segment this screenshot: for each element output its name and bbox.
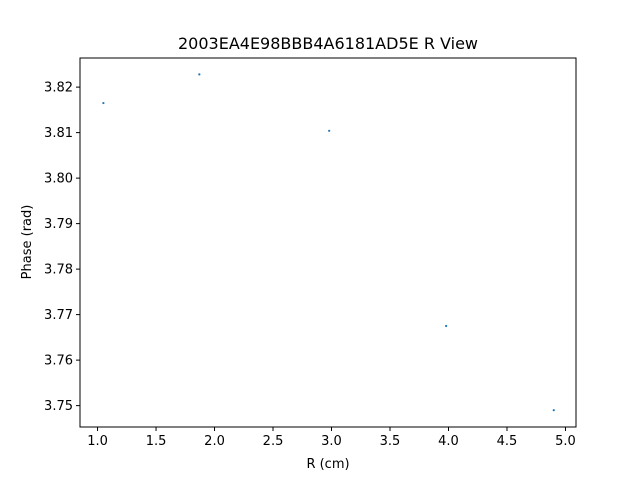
data-points (102, 73, 555, 412)
y-tick-label: 3.75 (44, 399, 73, 414)
data-point (328, 129, 331, 132)
x-tick-label: 3.5 (380, 434, 401, 449)
x-tick-label: 3.0 (321, 434, 342, 449)
y-tick-label: 3.79 (44, 217, 73, 232)
y-tick-label: 3.81 (44, 126, 73, 141)
x-tick-label: 1.0 (87, 434, 108, 449)
x-tick-label: 2.5 (263, 434, 284, 449)
x-axis-label: R (cm) (306, 457, 349, 472)
data-point (552, 409, 555, 412)
x-tick-label: 2.0 (204, 434, 225, 449)
data-point (198, 73, 201, 76)
x-tick-label: 1.5 (146, 434, 167, 449)
chart-title: 2003EA4E98BBB4A6181AD5E R View (178, 34, 478, 53)
y-tick-label: 3.80 (44, 172, 73, 187)
y-tick-label: 3.77 (44, 308, 73, 323)
y-tick-label: 3.78 (44, 263, 73, 278)
x-tick-label: 5.0 (555, 434, 576, 449)
y-axis-label: Phase (rad) (20, 205, 35, 280)
x-tick-label: 4.5 (497, 434, 518, 449)
plot-frame (79, 57, 577, 428)
y-tick-label: 3.82 (44, 81, 73, 96)
x-axis-ticks: 1.0 1.5 2.0 2.5 3.0 3.5 4.0 4.5 5.0 (87, 427, 576, 449)
y-tick-label: 3.76 (44, 354, 73, 369)
x-tick-label: 4.0 (438, 434, 459, 449)
data-point (445, 324, 448, 328)
y-axis-ticks: 3.75 3.76 3.77 3.78 3.79 3.80 3.81 3.82 (44, 81, 80, 414)
data-point (102, 101, 105, 105)
